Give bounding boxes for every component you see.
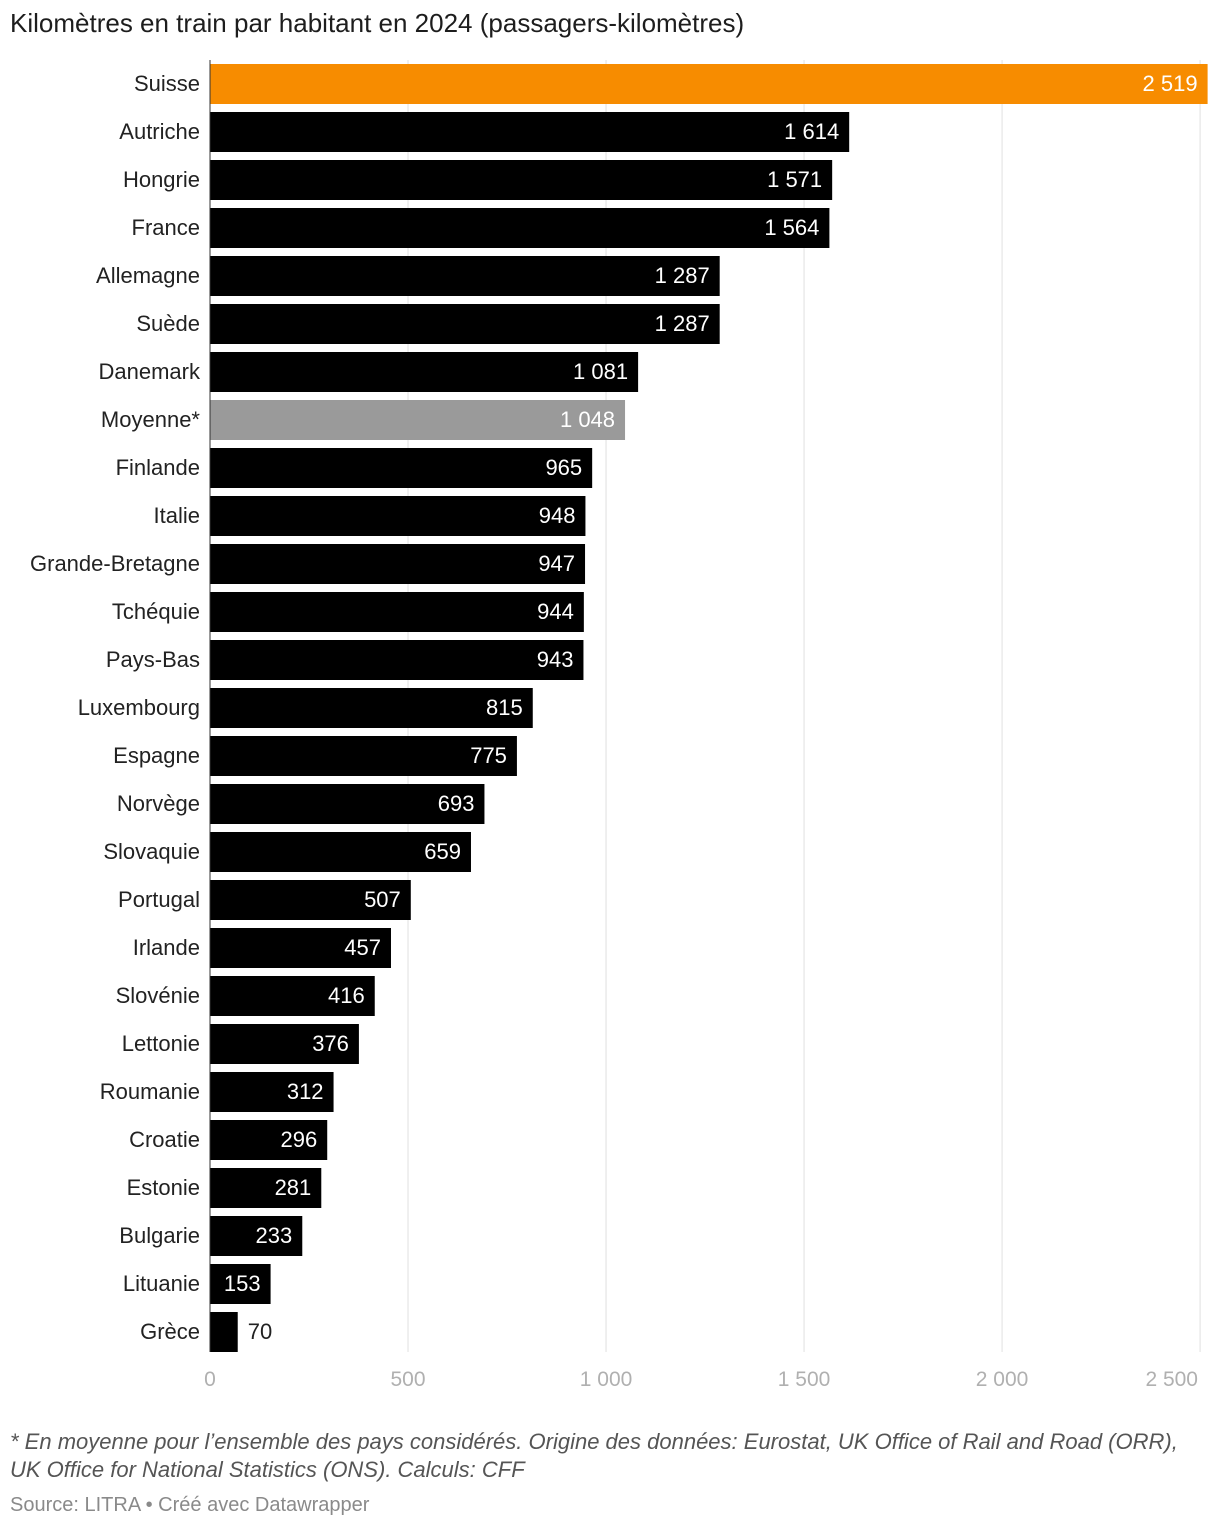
bar [210,1168,322,1208]
value-label: 1 287 [655,263,710,288]
bar [210,160,833,200]
value-label: 153 [224,1271,261,1296]
bar [210,208,830,248]
category-label: Slovaquie [103,839,200,864]
value-label: 296 [281,1127,318,1152]
category-label: Tchéquie [112,599,200,624]
value-label: 2 519 [1143,71,1198,96]
category-label: Estonie [127,1175,200,1200]
bar [210,880,411,920]
bar [210,736,517,776]
category-label: Italie [154,503,200,528]
bar [210,784,485,824]
value-label: 416 [328,983,365,1008]
bar [210,1264,271,1304]
value-label: 1 081 [573,359,628,384]
x-tick-label: 0 [204,1368,216,1391]
bar [210,112,850,152]
value-label: 965 [545,455,582,480]
category-label: Pays-Bas [106,647,200,672]
value-label: 948 [539,503,576,528]
value-label: 281 [275,1175,312,1200]
value-label: 376 [312,1031,349,1056]
bar [210,448,593,488]
value-label: 775 [470,743,507,768]
bar [210,544,586,584]
value-label: 1 048 [560,407,615,432]
value-label: 659 [424,839,461,864]
category-label: Bulgarie [119,1223,200,1248]
bar [210,1312,238,1352]
bar [210,640,584,680]
value-label: 1 571 [767,167,822,192]
bar [210,496,586,536]
value-label: 944 [537,599,574,624]
value-label: 943 [537,647,574,672]
bar [210,64,1208,104]
bar [210,352,639,392]
category-label: Norvège [117,791,200,816]
bar-chart: 0 500 1 000 1 500 2 000 2 500 Suisse 2 519 Autri… [30,60,1208,1391]
bar [210,592,584,632]
bar [210,1120,328,1160]
bar [210,1072,334,1112]
value-label: 70 [248,1319,272,1344]
category-label: Finlande [116,455,200,480]
bar [210,976,375,1016]
bar [210,832,471,872]
value-label: 1 287 [655,311,710,336]
value-label: 1 564 [764,215,819,240]
bar [210,304,720,344]
value-label: 947 [538,551,575,576]
category-label: Grande-Bretagne [30,551,200,576]
category-label: Danemark [99,359,201,384]
source-credit: Source: LITRA • Créé avec Datawrapper [10,1494,370,1516]
value-label: 233 [256,1223,293,1248]
category-label: Moyenne* [101,407,201,432]
value-label: 507 [364,887,401,912]
x-tick-label: 500 [390,1368,425,1391]
category-label: Irlande [133,935,200,960]
category-label: Lituanie [123,1271,200,1296]
x-tick-label: 1 500 [778,1368,831,1391]
footnote: * En moyenne pour l’ensemble des pays co… [10,1429,1178,1482]
bar [210,256,720,296]
chart-title: Kilomètres en train par habitant en 2024… [10,8,745,38]
value-label: 1 614 [784,119,839,144]
x-tick-label: 2 500 [1145,1368,1198,1391]
category-label: Roumanie [100,1079,200,1104]
category-label: Suède [136,311,200,336]
category-label: Espagne [113,743,200,768]
bar [210,688,533,728]
value-label: 312 [287,1079,324,1104]
value-label: 457 [344,935,381,960]
category-label: France [132,215,200,240]
category-label: Grèce [140,1319,200,1344]
value-label: 815 [486,695,523,720]
category-label: Croatie [129,1127,200,1152]
bar [210,1216,303,1256]
bar [210,1024,359,1064]
category-label: Hongrie [123,167,200,192]
category-label: Suisse [134,71,200,96]
category-label: Portugal [118,887,200,912]
category-label: Luxembourg [78,695,200,720]
bar [210,400,626,440]
bar [210,928,391,968]
category-label: Allemagne [96,263,200,288]
x-tick-label: 1 000 [580,1368,633,1391]
category-label: Slovénie [116,983,200,1008]
value-label: 693 [438,791,475,816]
category-label: Lettonie [122,1031,200,1056]
category-label: Autriche [119,119,200,144]
x-tick-label: 2 000 [976,1368,1029,1391]
